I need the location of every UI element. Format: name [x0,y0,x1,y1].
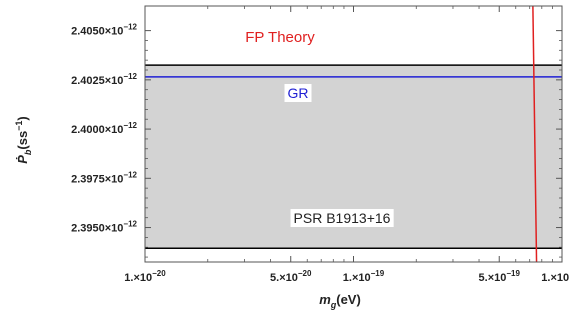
label-psr-band: PSR B1913+16 [294,210,391,226]
y-tick-label: 2.4025×10−12 [71,72,137,87]
y-axis-label: Ṗb(ss−1) [14,116,33,164]
x-tick-label: 5.×10−20 [270,269,312,284]
label-gr: GR [288,85,309,101]
x-tick-label: 1.×10−18 [541,269,569,284]
label-background [290,209,394,227]
series-line-fp-theory [532,5,538,263]
y-tick-label: 2.3950×10−12 [71,220,137,235]
tick-layer: 2.3950×10−12 2.3975×10−12 2.4000×10−12 2.40… [71,6,569,284]
x-axis-label: mg(eV) [319,292,361,310]
label-layer: mg(eV) Ṗb(ss−1) FP Theory GR PSR B1913+16 [14,29,394,310]
label-fp-theory: FP Theory [245,29,315,46]
x-tick-label: 5.×10−19 [479,269,521,284]
y-tick-label: 2.3975×10−12 [71,170,137,185]
y-tick-label: 2.4050×10−12 [71,23,137,38]
label-background [284,84,312,102]
x-tick-label: 1.×10−19 [343,269,385,284]
series-layer [145,5,562,263]
y-tick-label: 2.4000×10−12 [71,121,137,136]
x-tick-label: 1.×10−20 [124,269,166,284]
